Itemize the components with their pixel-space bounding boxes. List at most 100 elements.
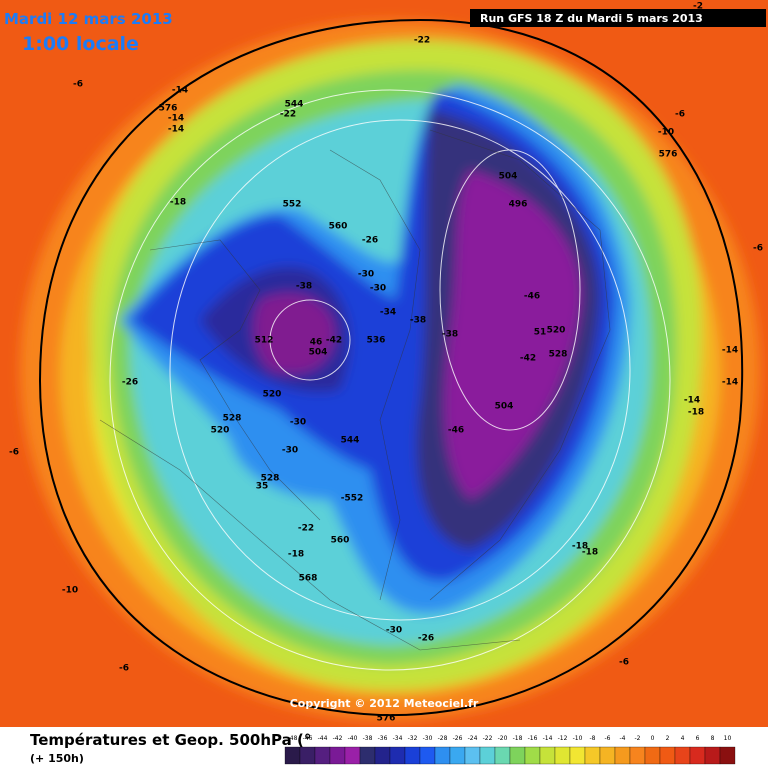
geopotential-contours xyxy=(109,89,671,671)
contour-label: -26 xyxy=(418,634,434,644)
contour-label: -46 xyxy=(524,292,540,302)
scale-swatch xyxy=(359,746,376,765)
contour-label: 504 xyxy=(495,402,514,412)
scale-label: -46 xyxy=(303,735,313,742)
contour-label: -38 xyxy=(296,282,312,292)
scale-swatch xyxy=(629,746,646,765)
contour-label: -6 xyxy=(73,80,83,90)
scale-swatch xyxy=(449,746,466,765)
scale-swatch xyxy=(314,746,331,765)
scale-swatch xyxy=(389,746,406,765)
scale-label: -24 xyxy=(468,735,478,742)
scale-label: -38 xyxy=(363,735,373,742)
contour-label: -46 xyxy=(448,426,464,436)
scale-label: 0 xyxy=(651,735,655,742)
scale-swatch xyxy=(329,746,346,765)
scale-label: 8 xyxy=(711,735,715,742)
scale-label: -40 xyxy=(348,735,358,742)
scale-swatch xyxy=(479,746,496,765)
contour-label: 504 xyxy=(499,172,518,182)
contour-label: -30 xyxy=(370,284,386,294)
contour-label: 576 xyxy=(377,714,396,724)
scale-swatch xyxy=(599,746,616,765)
date: Mardi 12 mars 2013 xyxy=(4,10,173,28)
scale-label: -32 xyxy=(408,735,418,742)
scale-swatch xyxy=(374,746,391,765)
contour-label: -14 xyxy=(722,378,738,388)
scale-swatch xyxy=(344,746,361,765)
contour-label: 560 xyxy=(329,222,348,232)
scale-label: -36 xyxy=(378,735,388,742)
scale-label: 4 xyxy=(681,735,685,742)
contour-label: -42 xyxy=(520,354,536,364)
contour-label: 520 xyxy=(547,326,566,336)
contour-label: 576 xyxy=(159,104,178,114)
scale-swatch xyxy=(659,746,676,765)
scale-swatch xyxy=(674,746,691,765)
contour-label: 528 xyxy=(549,350,568,360)
scale-label: -8 xyxy=(590,735,596,742)
contour-label: -22 xyxy=(298,524,314,534)
contour-label: -30 xyxy=(282,446,298,456)
scale-swatch xyxy=(299,746,316,765)
scale-swatch xyxy=(689,746,706,765)
scale-label: 6 xyxy=(696,735,700,742)
contour-label: -18 xyxy=(688,408,704,418)
contour-label: -26 xyxy=(362,236,378,246)
scale-label: -4 xyxy=(620,735,626,742)
title-box xyxy=(0,0,165,58)
contour-label: -18 xyxy=(288,550,304,560)
contour-label: 51 xyxy=(534,328,547,338)
time: 1:00 locale xyxy=(22,33,139,55)
scale-swatch xyxy=(644,746,661,765)
contour-label: -38 xyxy=(442,330,458,340)
contour-label: -18 xyxy=(572,542,588,552)
contour-label: 544 xyxy=(285,100,304,110)
run-box xyxy=(470,9,766,27)
scale-label: 10 xyxy=(724,735,732,742)
scale-swatch xyxy=(284,746,301,765)
contour-label: -22 xyxy=(280,110,296,120)
contour-label: -38 xyxy=(410,316,426,326)
scale-swatch xyxy=(509,746,526,765)
contour-label: -6 xyxy=(119,664,129,674)
footer-title: Températures et Geop. 500hPa (° xyxy=(30,731,311,749)
scale-swatch xyxy=(464,746,481,765)
scale-label: -6 xyxy=(605,735,611,742)
contour-label: 544 xyxy=(341,436,360,446)
scale-label: -48 xyxy=(288,735,298,742)
contour-label: 496 xyxy=(509,200,528,210)
scale-swatch xyxy=(569,746,586,765)
scale-label: -12 xyxy=(558,735,568,742)
scale-swatch xyxy=(434,746,451,765)
contour-label: 520 xyxy=(211,426,230,436)
contour-label: -30 xyxy=(290,418,306,428)
copyright: Copyright © 2012 Meteociel.fr xyxy=(290,697,479,710)
contour-label: -22 xyxy=(414,36,430,46)
scale-label: -34 xyxy=(393,735,403,742)
scale-swatch xyxy=(554,746,571,765)
contour-label: -10 xyxy=(658,128,674,138)
contour-label: -14 xyxy=(684,396,700,406)
contour-label: 536 xyxy=(367,336,386,346)
contour-label: -6 xyxy=(9,448,19,458)
scale-label: -42 xyxy=(333,735,343,742)
scale-swatch xyxy=(614,746,631,765)
scale-label: -16 xyxy=(528,735,538,742)
contour-label: -2 xyxy=(693,2,703,12)
scale-label: -18 xyxy=(513,735,523,742)
contour-label: -14 xyxy=(168,125,184,135)
contour-label: 46 xyxy=(310,338,323,348)
scale-swatch xyxy=(719,746,736,765)
scale-swatch xyxy=(494,746,511,765)
scale-label: 2 xyxy=(666,735,670,742)
contour-label: 552 xyxy=(283,200,302,210)
contour-label: -30 xyxy=(358,270,374,280)
contour-label: -42 xyxy=(326,336,342,346)
contour-label: -6 xyxy=(619,658,629,668)
contour-label: 35 xyxy=(256,482,269,492)
scale-swatch xyxy=(584,746,601,765)
